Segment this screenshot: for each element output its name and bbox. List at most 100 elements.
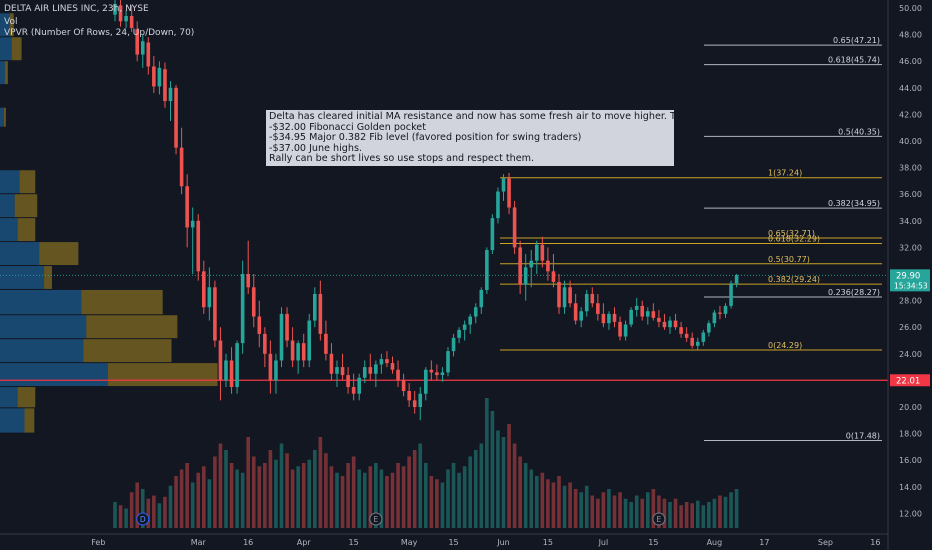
candle-body bbox=[296, 343, 300, 361]
volume-bar bbox=[240, 472, 245, 528]
event-marker-label: E bbox=[657, 515, 662, 524]
candle-body bbox=[640, 305, 645, 317]
candle-body bbox=[679, 327, 683, 334]
candle-body bbox=[401, 380, 406, 392]
fib-label: 0(24.29) bbox=[768, 341, 802, 350]
volume-bar bbox=[712, 498, 717, 528]
candle-body bbox=[301, 343, 306, 361]
volume-bar bbox=[568, 482, 572, 528]
volume-bar bbox=[607, 489, 611, 528]
volume-bar bbox=[734, 489, 739, 528]
candle-body bbox=[546, 260, 550, 272]
candle-body bbox=[335, 367, 339, 374]
volume-bar bbox=[473, 450, 478, 528]
volume-bar bbox=[390, 472, 395, 528]
fib-label: 0.65(47.21) bbox=[833, 36, 880, 45]
volume-bar bbox=[673, 498, 678, 528]
candle-body bbox=[551, 271, 556, 282]
candle-body bbox=[368, 367, 373, 374]
volume-bar bbox=[446, 469, 450, 528]
volume-bar bbox=[546, 479, 550, 528]
fib-label: 0.5(40.35) bbox=[838, 127, 880, 136]
volume-bar bbox=[634, 495, 639, 528]
candle-body bbox=[235, 343, 239, 388]
vpvr-up-bar bbox=[0, 218, 18, 242]
volume-bar bbox=[562, 485, 567, 528]
volume-bar bbox=[135, 482, 139, 528]
volume-bar bbox=[190, 482, 195, 528]
candle-body bbox=[451, 337, 456, 352]
vpvr-up-bar bbox=[0, 37, 12, 61]
candle-body bbox=[462, 324, 467, 330]
volume-bar bbox=[679, 505, 683, 528]
candle-body bbox=[207, 287, 212, 308]
candle-body bbox=[562, 287, 567, 308]
vpvr-up-bar bbox=[0, 170, 20, 194]
volume-bar bbox=[657, 495, 661, 528]
volume-bar bbox=[596, 498, 600, 528]
event-marker bbox=[136, 512, 150, 526]
candle-body bbox=[579, 311, 583, 321]
vpvr-down-bar bbox=[3, 107, 6, 127]
volume-bar bbox=[346, 463, 350, 528]
y-tick-label: 32.00 bbox=[899, 243, 922, 252]
volume-bar bbox=[246, 437, 250, 528]
candle-body bbox=[279, 313, 284, 361]
vpvr-down-bar bbox=[9, 13, 14, 37]
candle-body bbox=[446, 351, 450, 373]
x-tick-label: Jun bbox=[496, 538, 510, 547]
volume-bar bbox=[268, 450, 273, 528]
volume-bar bbox=[646, 492, 650, 528]
candle-body bbox=[379, 359, 384, 365]
candle-body bbox=[623, 324, 628, 337]
volume-bar bbox=[662, 498, 667, 528]
volume-bar bbox=[729, 492, 733, 528]
candle-body bbox=[501, 178, 506, 192]
volume-bar bbox=[468, 456, 472, 528]
volume-bar bbox=[529, 469, 534, 528]
volume-bar bbox=[485, 398, 489, 528]
candle-body bbox=[690, 337, 694, 346]
y-tick-label: 12.00 bbox=[899, 509, 922, 518]
volume-bar bbox=[640, 498, 645, 528]
volume-bar bbox=[301, 463, 306, 528]
candle-body bbox=[418, 393, 423, 407]
candle-body bbox=[285, 313, 289, 341]
volume-bar bbox=[590, 495, 595, 528]
fib-label: 0.65(32.71) bbox=[768, 229, 815, 238]
volume-bar bbox=[296, 466, 300, 528]
candle-body bbox=[140, 41, 145, 55]
volume-bar bbox=[457, 472, 461, 528]
candle-body bbox=[274, 360, 278, 381]
volume-bar bbox=[124, 508, 128, 528]
volume-bar bbox=[535, 476, 539, 528]
y-tick-label: 18.00 bbox=[899, 430, 922, 439]
volume-bar bbox=[313, 450, 317, 528]
candle-body bbox=[179, 147, 184, 187]
candle-body bbox=[496, 191, 500, 219]
candle-body bbox=[185, 186, 189, 228]
vpvr-down-bar bbox=[44, 266, 52, 289]
candle-body bbox=[424, 369, 428, 394]
volume-bar bbox=[152, 495, 156, 528]
event-marker bbox=[369, 512, 383, 526]
candle-body bbox=[357, 377, 361, 394]
x-tick-label: May bbox=[401, 538, 418, 547]
volume-bar bbox=[118, 505, 123, 528]
y-tick-label: 16.00 bbox=[899, 456, 922, 465]
candle-body bbox=[202, 271, 206, 308]
note-line: -$34.95 Major 0.382 Fib level (favored p… bbox=[269, 132, 582, 144]
candle-body bbox=[318, 293, 323, 334]
x-tick-label: 16 bbox=[870, 538, 880, 547]
x-tick-label: Apr bbox=[297, 538, 312, 547]
candle-body bbox=[457, 329, 461, 338]
fib-label: 0.382(34.95) bbox=[828, 199, 880, 208]
x-tick-label: Mar bbox=[191, 538, 207, 547]
y-tick-label: 42.00 bbox=[899, 110, 922, 119]
candle-body bbox=[385, 359, 389, 364]
event-marker bbox=[652, 512, 666, 526]
volume-bar bbox=[318, 437, 323, 528]
x-tick-label: Aug bbox=[707, 538, 723, 547]
y-tick-label: 48.00 bbox=[899, 31, 922, 40]
